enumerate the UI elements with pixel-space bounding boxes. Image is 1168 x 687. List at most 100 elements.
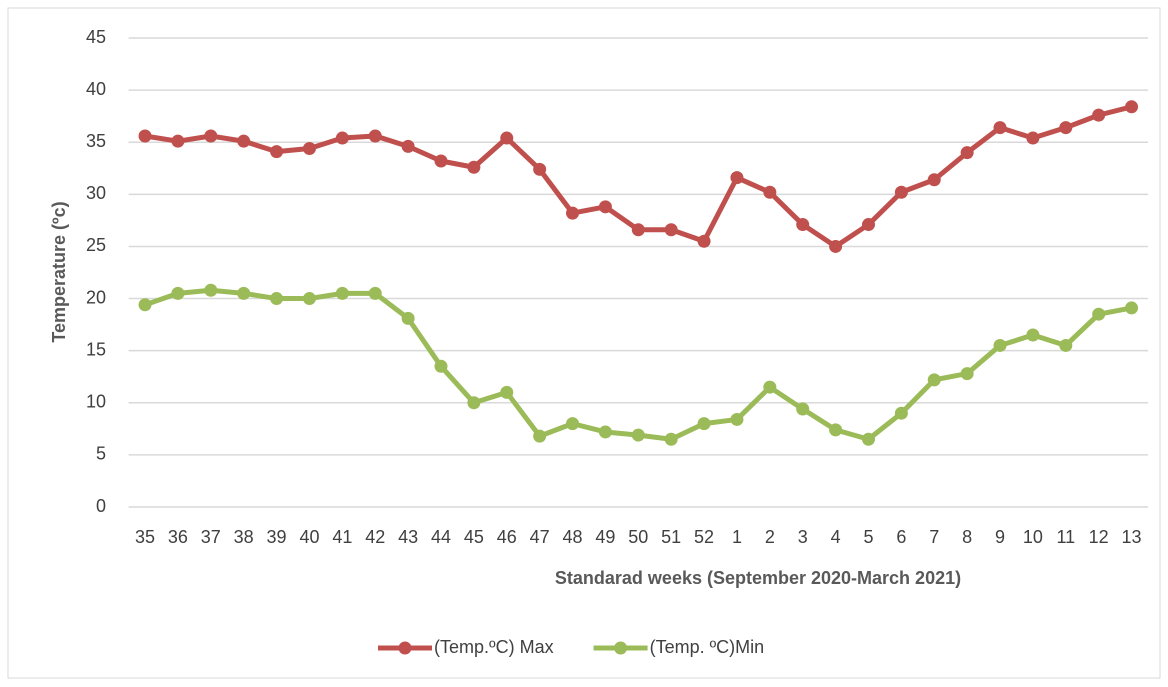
marker: [434, 359, 448, 373]
marker: [138, 298, 152, 312]
x-tick-label: 43: [398, 527, 418, 547]
marker: [1092, 108, 1106, 122]
y-tick-label: 10: [86, 392, 106, 412]
marker: [270, 145, 284, 159]
x-tick-label: 48: [563, 527, 583, 547]
marker: [1026, 328, 1040, 342]
marker: [993, 121, 1007, 135]
marker: [533, 162, 547, 176]
marker: [467, 396, 481, 410]
marker: [368, 286, 382, 300]
marker: [730, 412, 744, 426]
y-tick-label: 20: [86, 287, 106, 307]
x-tick-label: 11: [1056, 527, 1075, 547]
marker: [960, 146, 974, 160]
x-tick-label: 39: [267, 527, 287, 547]
x-tick-label: 40: [299, 527, 319, 547]
marker: [796, 402, 810, 416]
marker: [533, 429, 547, 443]
x-tick-label: 37: [201, 527, 221, 547]
marker: [861, 432, 875, 446]
y-tick-label: 25: [86, 235, 106, 255]
x-tick-label: 47: [530, 527, 550, 547]
x-tick-label: 38: [234, 527, 254, 547]
x-tick-label: 5: [863, 527, 873, 547]
x-tick-label: 45: [464, 527, 484, 547]
y-tick-label: 0: [96, 496, 106, 516]
marker: [598, 425, 612, 439]
y-axis-title: Temperature (ºc): [49, 201, 69, 342]
marker: [664, 432, 678, 446]
marker: [631, 223, 645, 237]
marker: [500, 385, 514, 399]
marker: [1092, 307, 1106, 321]
x-tick-label: 52: [694, 527, 714, 547]
marker: [1026, 131, 1040, 145]
marker: [138, 129, 152, 143]
marker: [204, 283, 218, 297]
marker: [763, 380, 777, 394]
marker: [993, 338, 1007, 352]
x-tick-label: 35: [135, 527, 155, 547]
marker: [664, 223, 678, 237]
marker: [960, 367, 974, 381]
marker: [401, 139, 415, 153]
x-tick-label: 1: [732, 527, 742, 547]
x-tick-label: 50: [628, 527, 648, 547]
x-tick-label: 3: [798, 527, 808, 547]
x-tick-label: 2: [765, 527, 775, 547]
marker: [829, 239, 843, 253]
marker: [335, 286, 349, 300]
marker: [1059, 121, 1073, 135]
x-tick-label: 7: [929, 527, 939, 547]
marker: [434, 154, 448, 168]
marker: [566, 417, 580, 431]
marker: [829, 423, 843, 437]
x-tick-label: 51: [661, 527, 681, 547]
x-tick-label: 10: [1023, 527, 1043, 547]
marker: [697, 234, 711, 248]
y-tick-label: 5: [96, 444, 106, 464]
marker: [467, 160, 481, 174]
chart-border: [7, 7, 1161, 679]
x-tick-label: 6: [896, 527, 906, 547]
x-tick-label: 42: [365, 527, 385, 547]
legend-marker: [398, 641, 412, 655]
marker: [697, 417, 711, 431]
x-tick-label: 13: [1122, 527, 1142, 547]
x-tick-label: 8: [962, 527, 972, 547]
marker: [1059, 338, 1073, 352]
marker: [302, 141, 316, 155]
y-tick-label: 15: [86, 339, 106, 359]
x-tick-label: 41: [332, 527, 352, 547]
marker: [237, 134, 251, 148]
legend-marker: [614, 641, 628, 655]
marker: [204, 129, 218, 143]
marker: [302, 292, 316, 306]
marker: [598, 200, 612, 214]
marker: [861, 218, 875, 232]
y-tick-label: 45: [86, 27, 106, 47]
marker: [171, 134, 185, 148]
marker: [1125, 100, 1139, 114]
marker: [566, 206, 580, 220]
x-tick-label: 12: [1089, 527, 1109, 547]
y-tick-label: 40: [86, 79, 106, 99]
marker: [1125, 301, 1139, 315]
marker: [270, 292, 284, 306]
y-tick-label: 30: [86, 183, 106, 203]
legend-label: (Temp.ºC) Max: [434, 637, 554, 657]
marker: [894, 185, 908, 199]
x-tick-label: 4: [831, 527, 841, 547]
marker: [763, 185, 777, 199]
x-tick-label: 9: [995, 527, 1005, 547]
marker: [730, 171, 744, 185]
marker: [368, 129, 382, 143]
marker: [171, 286, 185, 300]
marker: [927, 373, 941, 387]
marker: [401, 311, 415, 325]
legend-label: (Temp. ºC)Min: [650, 637, 765, 657]
x-tick-label: 46: [497, 527, 517, 547]
marker: [631, 428, 645, 442]
